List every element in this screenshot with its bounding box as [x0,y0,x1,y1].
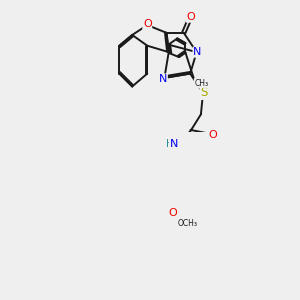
Text: N: N [169,140,178,149]
Text: H: H [166,140,173,149]
Text: S: S [200,86,207,99]
Text: O: O [169,208,177,218]
Text: N: N [193,47,201,57]
Text: CH₃: CH₃ [194,79,208,88]
Text: O: O [143,20,152,29]
Text: O: O [208,130,217,140]
Text: OCH₃: OCH₃ [178,219,197,228]
Text: N: N [159,74,167,84]
Text: O: O [186,12,195,22]
